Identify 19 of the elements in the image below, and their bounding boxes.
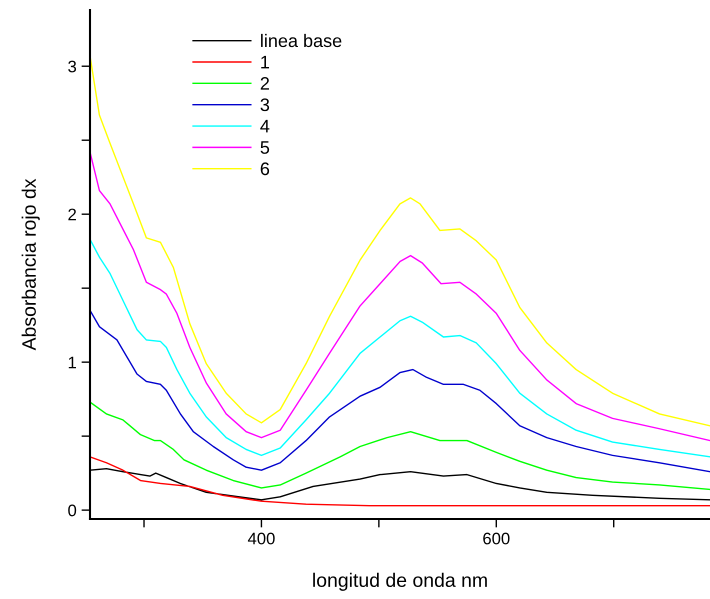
legend-label: 2 bbox=[260, 77, 269, 90]
line-series bbox=[90, 401, 710, 490]
legend-label: 3 bbox=[260, 98, 270, 112]
x-tick-label: 600 bbox=[483, 532, 510, 544]
y-tick-label: 3 bbox=[68, 60, 76, 72]
x-tick-label: 400 bbox=[248, 532, 275, 544]
y-tick-label: 1 bbox=[68, 356, 76, 368]
legend-label: linea base bbox=[261, 34, 342, 48]
y-tick-label: 0 bbox=[68, 504, 76, 516]
legend-label: 6 bbox=[260, 162, 270, 176]
x-axis-title: longitud de onda nm bbox=[313, 572, 487, 591]
legend-label: 5 bbox=[260, 141, 270, 154]
y-tick-label: 2 bbox=[68, 208, 76, 220]
line-series bbox=[90, 456, 710, 506]
line-series bbox=[90, 238, 710, 458]
y-axis-title: Absorbancia rojo dx bbox=[22, 178, 40, 350]
line-series bbox=[90, 310, 710, 472]
legend-label: 4 bbox=[260, 120, 270, 132]
legend-label: 1 bbox=[261, 56, 270, 68]
